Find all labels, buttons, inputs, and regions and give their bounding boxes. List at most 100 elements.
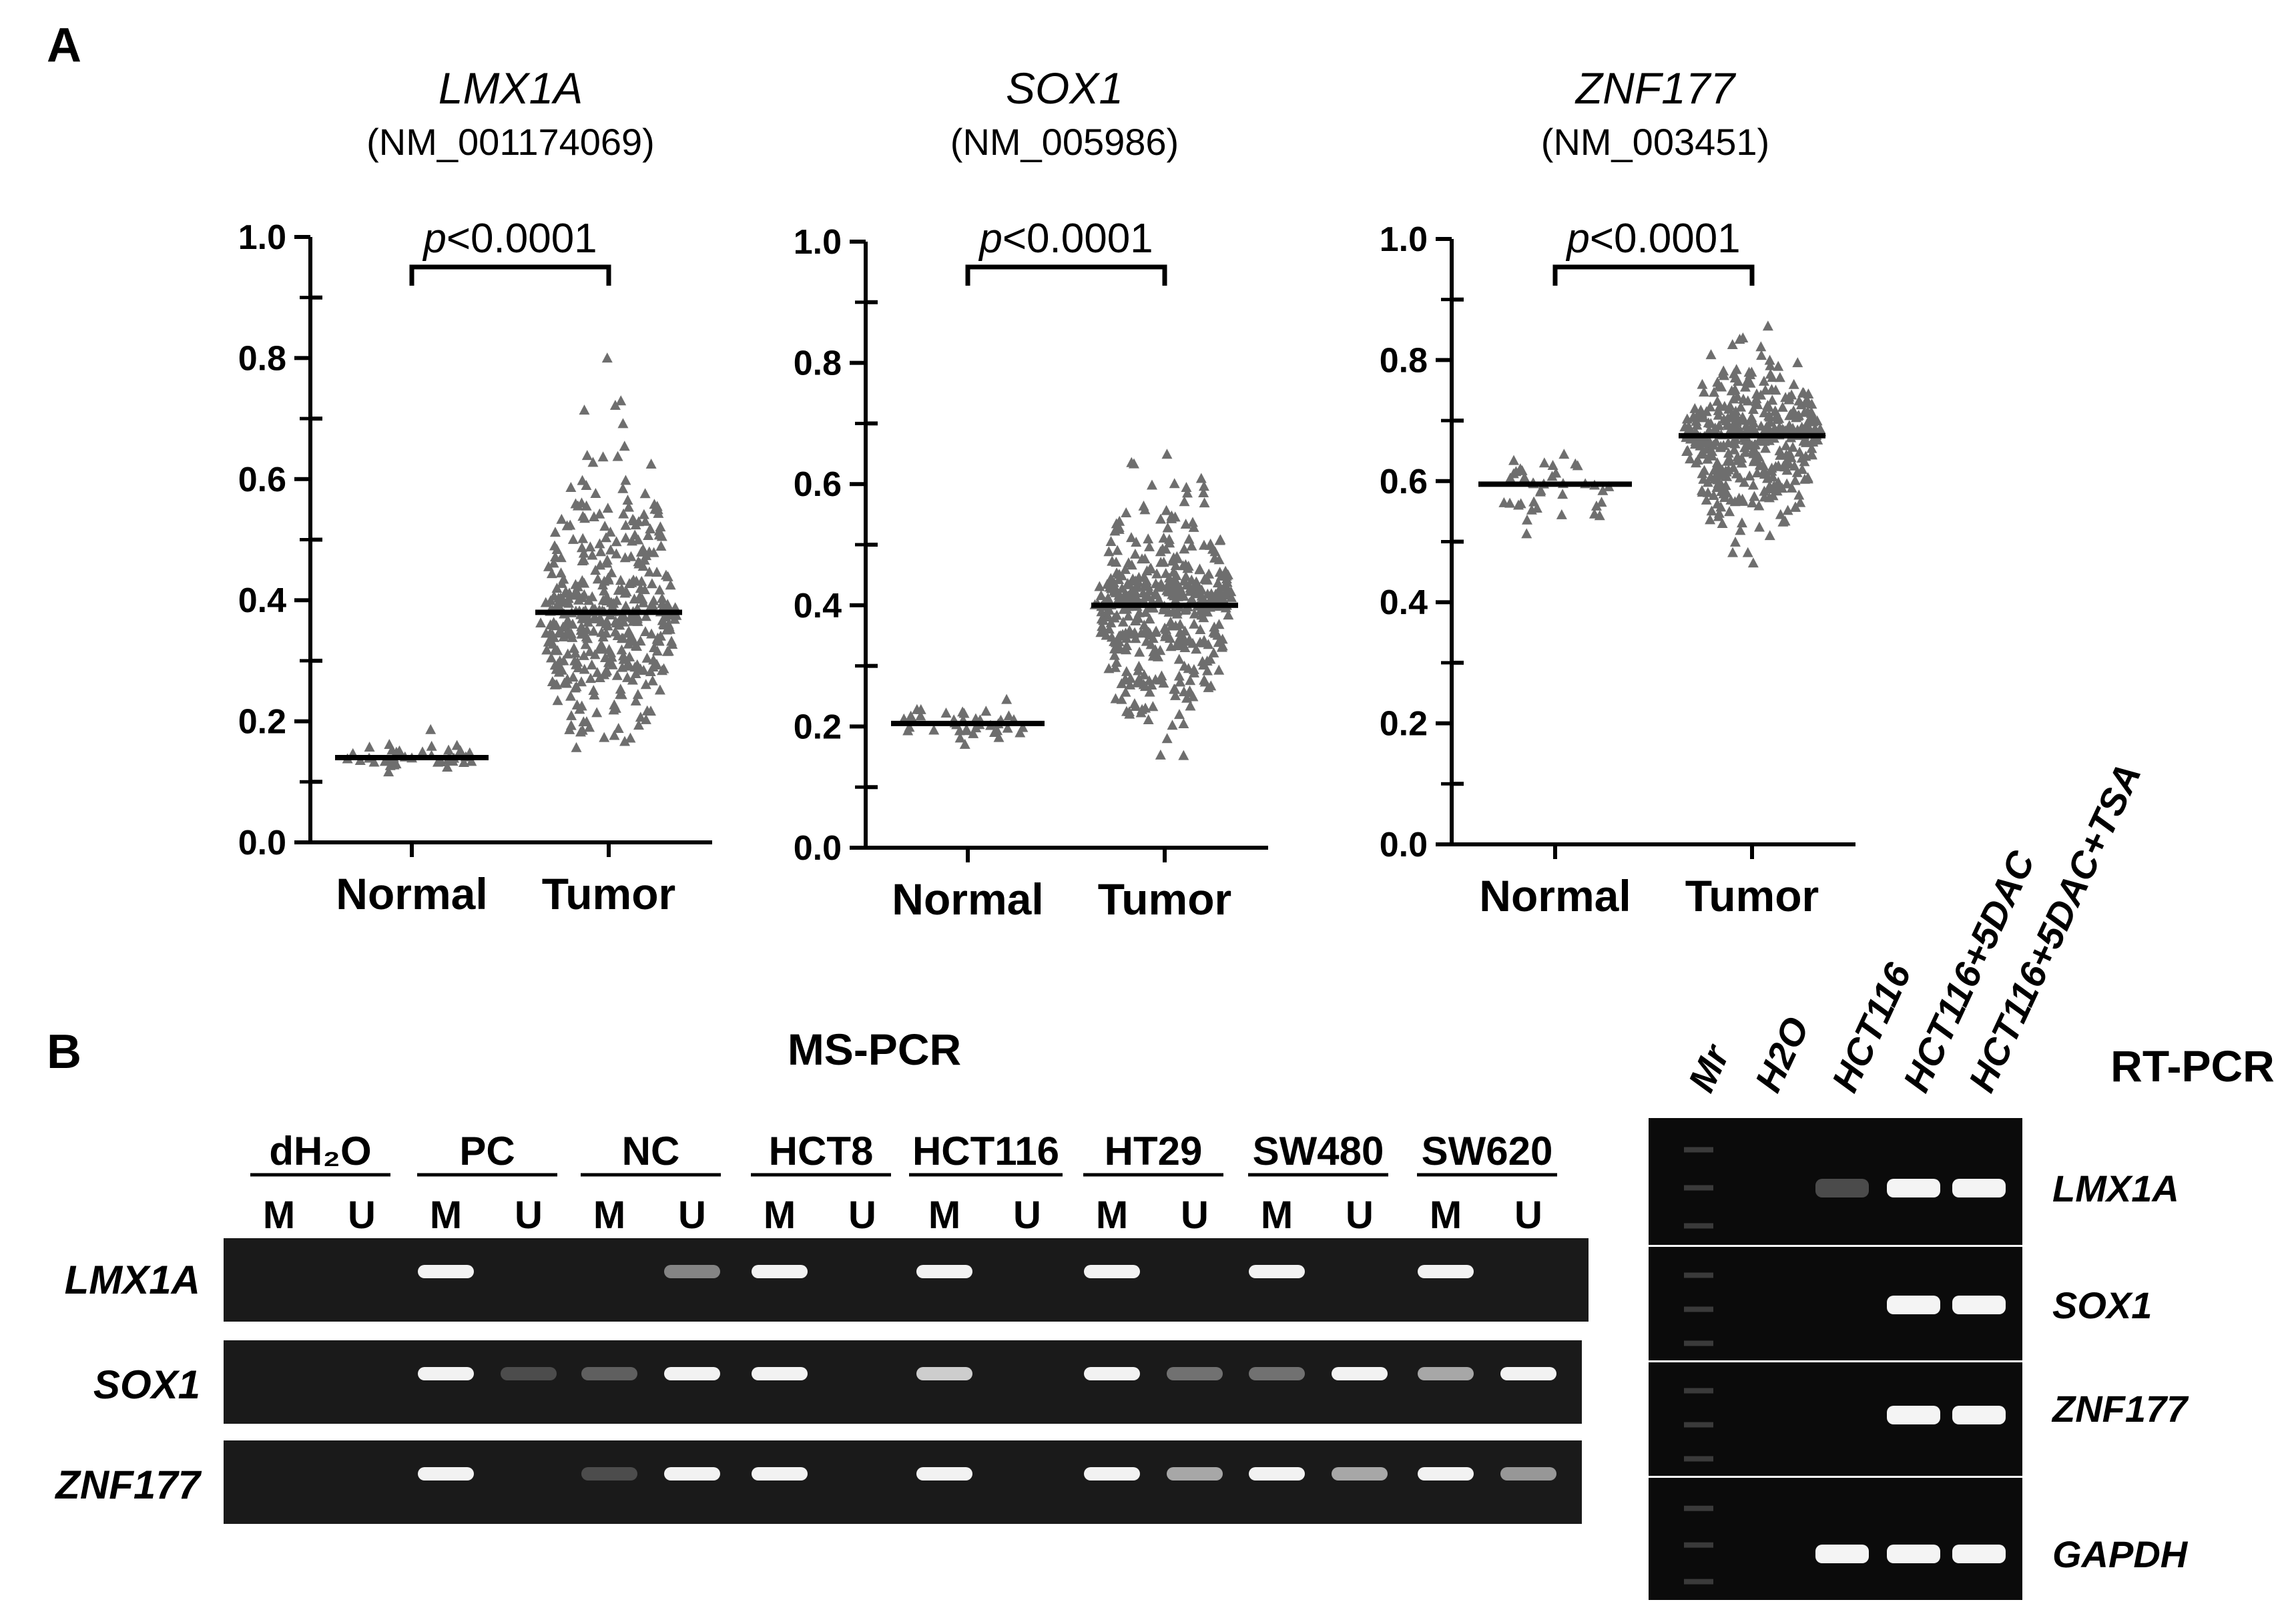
data-point bbox=[635, 546, 647, 557]
data-point bbox=[1160, 567, 1171, 578]
data-point bbox=[587, 591, 598, 601]
data-point bbox=[601, 615, 612, 626]
data-point bbox=[620, 475, 631, 485]
ms-mu-label: U bbox=[515, 1193, 543, 1237]
data-point bbox=[553, 666, 565, 677]
data-point bbox=[1773, 360, 1784, 371]
ms-group-label: NC bbox=[622, 1129, 680, 1173]
data-point bbox=[1143, 541, 1155, 551]
data-point bbox=[1521, 528, 1532, 539]
data-point bbox=[1180, 571, 1191, 581]
data-point bbox=[1110, 637, 1121, 647]
data-point bbox=[1140, 702, 1151, 713]
data-point bbox=[1109, 643, 1120, 653]
data-point bbox=[368, 756, 380, 767]
data-point bbox=[1711, 457, 1723, 468]
data-point bbox=[1733, 375, 1744, 386]
data-point bbox=[639, 488, 651, 499]
data-point bbox=[651, 566, 663, 577]
data-point bbox=[627, 513, 639, 524]
data-point bbox=[1171, 608, 1183, 619]
data-point bbox=[1221, 581, 1233, 592]
ms-band bbox=[1418, 1265, 1474, 1278]
data-point bbox=[1155, 513, 1166, 524]
ms-band bbox=[664, 1265, 720, 1278]
data-point bbox=[1139, 669, 1150, 680]
data-point bbox=[577, 533, 589, 543]
data-point bbox=[1774, 445, 1785, 456]
data-point bbox=[1198, 637, 1209, 647]
plot-title: SOX1 bbox=[1006, 63, 1123, 113]
data-point bbox=[618, 508, 629, 519]
data-point bbox=[1157, 543, 1168, 554]
data-point bbox=[630, 695, 641, 706]
data-point bbox=[1182, 563, 1193, 573]
data-point bbox=[1723, 447, 1734, 458]
data-point bbox=[609, 626, 621, 637]
data-point bbox=[543, 635, 555, 646]
data-point bbox=[1111, 567, 1123, 578]
data-point bbox=[616, 632, 627, 643]
data-point bbox=[1770, 406, 1781, 417]
data-point bbox=[570, 498, 581, 509]
rt-band bbox=[1887, 1406, 1940, 1424]
data-point bbox=[1743, 439, 1754, 449]
data-point bbox=[1213, 664, 1225, 675]
ms-mu-label: U bbox=[1346, 1193, 1374, 1237]
ms-band bbox=[916, 1467, 972, 1480]
data-point bbox=[615, 395, 627, 406]
data-point bbox=[1747, 421, 1758, 431]
data-point bbox=[1119, 591, 1131, 602]
data-point bbox=[623, 501, 634, 512]
data-point bbox=[1572, 460, 1583, 471]
significance-bracket bbox=[965, 264, 1167, 286]
ms-band bbox=[1084, 1367, 1140, 1380]
data-point bbox=[1795, 399, 1807, 410]
data-point bbox=[588, 685, 599, 696]
data-point bbox=[639, 515, 651, 526]
data-point bbox=[1773, 481, 1785, 492]
data-point bbox=[1727, 409, 1738, 419]
data-point bbox=[1731, 468, 1742, 479]
data-point bbox=[1201, 606, 1213, 617]
data-point bbox=[1139, 625, 1151, 636]
data-point bbox=[605, 526, 616, 537]
ms-group-label: HCT116 bbox=[912, 1129, 1059, 1173]
data-point bbox=[1199, 674, 1210, 685]
data-point bbox=[1519, 473, 1530, 483]
data-point bbox=[657, 597, 668, 608]
data-point bbox=[1589, 508, 1600, 519]
data-point bbox=[579, 589, 590, 599]
data-point bbox=[1169, 690, 1181, 700]
data-point bbox=[545, 652, 557, 663]
data-point bbox=[1163, 586, 1175, 597]
data-point bbox=[1797, 463, 1808, 474]
data-point bbox=[622, 657, 633, 668]
data-point bbox=[1748, 456, 1759, 467]
data-point bbox=[1698, 386, 1709, 397]
data-point bbox=[578, 554, 589, 565]
data-point bbox=[1806, 443, 1817, 453]
data-point bbox=[1194, 564, 1205, 575]
data-point bbox=[1173, 633, 1185, 644]
data-point bbox=[1001, 694, 1013, 704]
data-point bbox=[549, 527, 561, 537]
data-point bbox=[1759, 491, 1770, 502]
data-point bbox=[1140, 607, 1151, 617]
y-tick-label: 0.0 bbox=[794, 829, 842, 868]
data-point bbox=[609, 399, 621, 410]
data-point bbox=[1753, 500, 1765, 511]
data-point bbox=[1701, 437, 1713, 448]
data-point bbox=[1181, 482, 1192, 493]
data-point bbox=[584, 645, 595, 656]
ms-mu-label: U bbox=[348, 1193, 376, 1237]
ms-group-label: SW620 bbox=[1422, 1129, 1553, 1173]
data-point bbox=[1597, 485, 1609, 495]
data-point bbox=[567, 631, 578, 642]
data-point bbox=[1703, 417, 1714, 428]
data-point bbox=[1727, 547, 1739, 557]
rt-band bbox=[1815, 1545, 1869, 1563]
data-point bbox=[1806, 449, 1817, 460]
data-point bbox=[1125, 679, 1136, 690]
